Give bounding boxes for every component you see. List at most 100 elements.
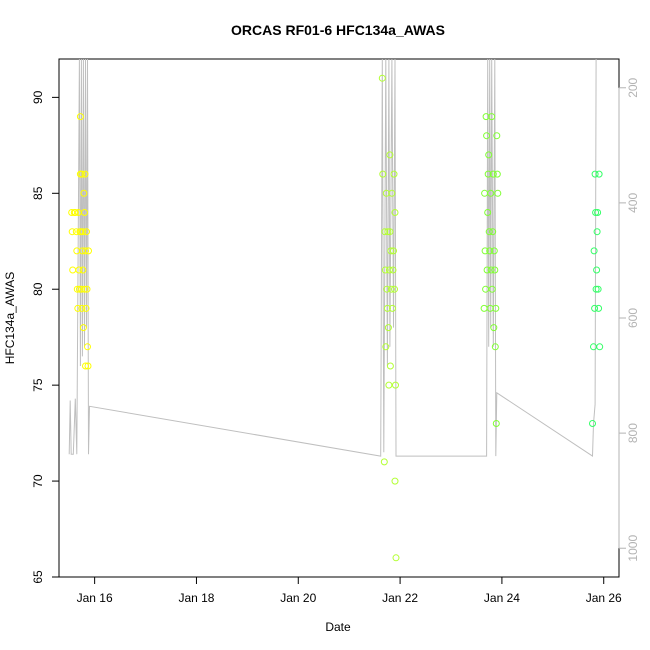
data-point xyxy=(488,285,496,293)
data-point xyxy=(380,458,388,466)
x-tick-label: Jan 24 xyxy=(484,591,520,605)
data-point xyxy=(593,266,601,274)
data-point xyxy=(491,343,499,351)
y2-tick-label: 800 xyxy=(626,423,640,443)
data-point xyxy=(84,343,91,351)
y2-tick-label: 200 xyxy=(626,77,640,97)
data-point xyxy=(73,285,81,293)
data-point xyxy=(596,343,604,351)
data-point xyxy=(382,343,390,351)
x-tick-label: Jan 18 xyxy=(178,591,214,605)
data-point xyxy=(384,228,392,236)
data-point xyxy=(81,170,89,178)
data-point xyxy=(489,228,497,236)
data-point xyxy=(84,362,92,370)
data-point xyxy=(391,285,398,293)
x-tick-label: Jan 26 xyxy=(586,591,622,605)
data-point xyxy=(483,132,491,140)
data-point xyxy=(69,266,77,274)
data-point xyxy=(74,304,82,312)
data-point xyxy=(85,247,92,255)
data-point xyxy=(381,228,389,236)
data-point xyxy=(593,228,601,236)
pressure-line-layer xyxy=(68,58,597,458)
data-point xyxy=(379,170,387,178)
data-point xyxy=(595,170,603,178)
data-point xyxy=(72,228,80,236)
data-point xyxy=(480,304,488,312)
data-point xyxy=(79,228,87,236)
data-point xyxy=(79,266,87,274)
data-point xyxy=(78,170,86,178)
data-point xyxy=(592,285,600,293)
data-point xyxy=(83,285,91,293)
data-point xyxy=(82,362,89,370)
data-point xyxy=(490,247,498,255)
data-point xyxy=(493,132,501,140)
x-axis: Jan 16 Jan 18 Jan 20 Jan 22 Jan 24 Jan 26 xyxy=(77,576,622,605)
data-point xyxy=(75,266,83,274)
data-point xyxy=(485,151,493,159)
data-point xyxy=(389,266,397,274)
y-tick-label: 90 xyxy=(31,90,45,104)
data-point xyxy=(386,362,394,370)
y2-tick-label: 400 xyxy=(626,193,640,213)
data-point xyxy=(391,477,399,485)
chart-title: ORCAS RF01-6 HFC134a_AWAS xyxy=(231,22,445,38)
data-point xyxy=(390,170,398,178)
data-point xyxy=(481,189,489,197)
data-point xyxy=(489,170,497,178)
data-point xyxy=(78,304,86,312)
data-point xyxy=(79,324,87,332)
data-point xyxy=(386,151,394,159)
x-tick-label: Jan 16 xyxy=(77,591,113,605)
data-point xyxy=(486,247,494,255)
data-point xyxy=(378,74,386,82)
data-point xyxy=(82,304,90,312)
y-tick-label: 70 xyxy=(31,474,45,488)
data-point xyxy=(71,209,79,216)
data-point xyxy=(483,266,491,274)
data-point xyxy=(494,189,502,197)
data-point xyxy=(75,285,83,293)
data-point xyxy=(481,247,489,255)
data-point xyxy=(385,381,393,389)
data-point xyxy=(492,420,500,427)
data-point xyxy=(386,228,394,236)
data-point xyxy=(485,228,493,236)
y2-tick-label: 1000 xyxy=(626,535,640,562)
x-axis-label: Date xyxy=(325,620,351,634)
points-layer xyxy=(68,74,604,562)
y-axis-label: HFC134a_AWAS xyxy=(3,272,17,364)
data-point xyxy=(490,324,498,332)
data-point xyxy=(487,266,495,274)
data-point xyxy=(590,247,598,255)
data-point xyxy=(392,554,400,562)
data-point xyxy=(388,189,396,197)
data-point xyxy=(591,170,599,178)
data-point xyxy=(81,285,88,293)
y-tick-label: 85 xyxy=(31,186,45,200)
data-point xyxy=(484,209,492,216)
data-point xyxy=(493,170,501,178)
y-tick-label: 75 xyxy=(31,378,45,392)
y2-tick-label: 600 xyxy=(626,308,640,328)
data-point xyxy=(83,228,90,236)
x-tick-label: Jan 22 xyxy=(382,591,418,605)
data-point xyxy=(389,304,396,312)
data-point xyxy=(594,209,602,216)
data-point xyxy=(80,189,88,197)
data-point xyxy=(492,304,500,312)
data-point xyxy=(484,170,492,178)
data-point xyxy=(391,209,399,216)
data-point xyxy=(76,113,84,121)
data-point xyxy=(81,209,88,216)
data-point xyxy=(68,209,76,216)
x-tick-label: Jan 20 xyxy=(280,591,316,605)
data-point xyxy=(392,381,399,389)
pressure-line xyxy=(68,58,597,458)
data-point xyxy=(384,324,392,332)
data-point xyxy=(383,285,391,293)
data-point xyxy=(591,304,599,312)
